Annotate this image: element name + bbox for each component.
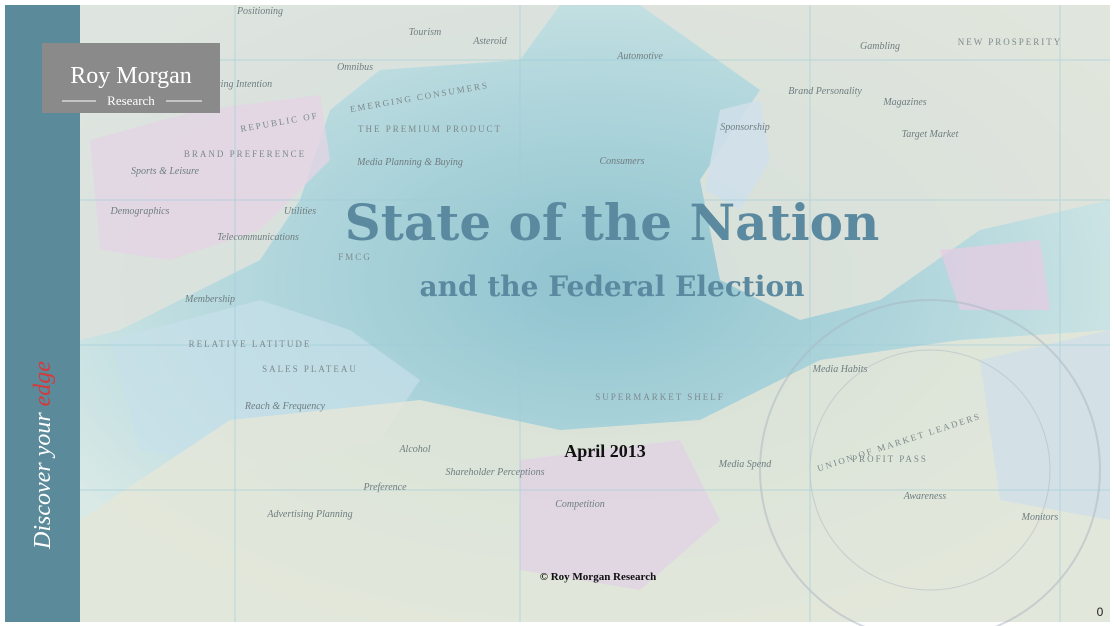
date: April 2013: [564, 441, 646, 461]
map-label: Brand Personality: [788, 86, 862, 97]
map-label: THE PREMIUM PRODUCT: [358, 124, 502, 134]
subtitle: and the Federal Election: [420, 270, 805, 303]
map-label: Positioning: [236, 6, 283, 17]
map-label: FMCG: [338, 252, 372, 262]
map-label: Membership: [184, 294, 235, 305]
map-label: Consumers: [599, 156, 644, 167]
map-label: Target Market: [902, 129, 959, 140]
map-label: NEW PROSPERITY: [958, 37, 1063, 47]
map-background: Positioning Tourism Asteroid Automotive Gamb…: [80, 5, 1110, 626]
map-label: Magazines: [882, 97, 926, 108]
map-label: Voting Intention: [208, 79, 272, 90]
logo-name: Roy Morgan: [70, 63, 192, 89]
tagline-text: Discover your: [30, 412, 56, 550]
map-label: Demographics: [110, 206, 170, 217]
map-label: Sponsorship: [720, 122, 769, 133]
map-label: PROFIT PASS: [852, 454, 928, 464]
tagline-emphasis: edge: [30, 361, 56, 407]
map-label: SALES PLATEAU: [262, 364, 358, 374]
map-label: BRAND PREFERENCE: [184, 149, 306, 159]
map-label: Gambling: [860, 41, 900, 52]
map-label: Tourism: [409, 27, 441, 38]
copyright: © Roy Morgan Research: [540, 571, 656, 583]
map-label: Utilities: [284, 206, 316, 217]
map-label: RELATIVE LATITUDE: [189, 339, 312, 349]
title: State of the Nation: [345, 193, 880, 252]
map-label: Media Spend: [718, 459, 772, 470]
map-label: Automotive: [616, 51, 663, 62]
page-number: 0: [1097, 605, 1104, 619]
map-label: Awareness: [903, 491, 947, 502]
logo-sub: Research: [107, 93, 155, 108]
map-label: Advertising Planning: [266, 509, 352, 520]
map-label: Sports & Leisure: [131, 166, 200, 177]
map-label: Shareholder Perceptions: [446, 467, 545, 478]
map-label: Monitors: [1021, 512, 1059, 523]
map-label: Competition: [555, 499, 604, 510]
map-label: Asteroid: [472, 36, 508, 47]
map-label: SUPERMARKET SHELF: [595, 392, 725, 402]
map-label: Alcohol: [398, 444, 430, 455]
tagline: Discover your edge: [30, 361, 56, 550]
map-label: Reach & Frequency: [244, 401, 326, 412]
map-label: Preference: [362, 482, 407, 493]
map-label: Media Planning & Buying: [356, 157, 463, 168]
map-label: Media Habits: [812, 364, 868, 375]
map-label: Omnibus: [337, 62, 373, 73]
map-label: Telecommunications: [217, 232, 299, 243]
